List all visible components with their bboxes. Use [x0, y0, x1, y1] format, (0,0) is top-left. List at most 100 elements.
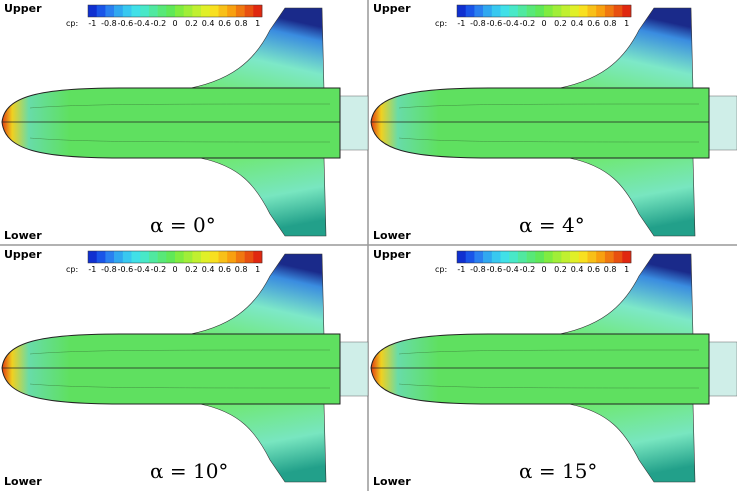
- colorbar-tick: 0.2: [185, 19, 198, 28]
- colorbar-cell: [596, 5, 606, 17]
- colorbar-tick: -0.8: [101, 19, 117, 28]
- colorbar-cell: [578, 5, 588, 17]
- colorbar-cell: [88, 5, 97, 17]
- colorbar-tick: 0.4: [202, 19, 215, 28]
- colorbar-frame: [456, 4, 632, 18]
- colorbar-cell: [517, 251, 527, 263]
- colorbar-cell: [131, 251, 141, 263]
- colorbar-cell: [465, 5, 475, 17]
- colorbar-tick: 0.6: [587, 265, 600, 274]
- colorbar-cell: [227, 251, 237, 263]
- colorbar-tick: -0.2: [151, 265, 167, 274]
- colorbar-cell: [544, 5, 553, 17]
- colorbar-cell: [535, 251, 545, 263]
- colorbar-cell: [175, 251, 184, 263]
- colorbar-tick: -1: [457, 265, 465, 274]
- colorbar-tick: 0.8: [235, 265, 248, 274]
- colorbar-cell: [227, 5, 237, 17]
- colorbar-cell: [613, 5, 623, 17]
- colorbar-label: cp:: [66, 19, 78, 28]
- colorbar-cell: [457, 5, 466, 17]
- angle-label: α = 4°: [519, 213, 585, 237]
- colorbar-tick: 0.2: [185, 265, 198, 274]
- colorbar-cell: [244, 5, 254, 17]
- colorbar-tick: -0.4: [134, 19, 150, 28]
- colorbar-cell: [183, 5, 193, 17]
- colorbar-cell: [500, 5, 510, 17]
- colorbar-tick: -0.2: [520, 19, 536, 28]
- colorbar-label: cp:: [435, 19, 447, 28]
- colorbar-label: cp:: [66, 265, 78, 274]
- colorbar-cell: [596, 251, 606, 263]
- angle-label: α = 10°: [150, 459, 228, 483]
- colorbar-cell: [201, 5, 211, 17]
- colorbar-cell: [578, 251, 588, 263]
- colorbar-tick: -0.6: [487, 19, 503, 28]
- colorbar-cell: [570, 251, 580, 263]
- colorbar-cell: [209, 5, 219, 17]
- colorbar-cell: [96, 5, 106, 17]
- colorbar-tick: -0.6: [118, 19, 134, 28]
- colorbar-cell: [457, 251, 466, 263]
- colorbar-tick: -1: [457, 19, 465, 28]
- lower-label: Lower: [4, 229, 42, 242]
- colorbar-cell: [131, 5, 141, 17]
- colorbar-tick: 0: [172, 265, 177, 274]
- colorbar-tick: 0.6: [218, 19, 231, 28]
- colorbar-tick: -0.6: [118, 265, 134, 274]
- colorbar-tick: -0.4: [134, 265, 150, 274]
- colorbar-frame: [87, 4, 263, 18]
- colorbar-cell: [561, 5, 571, 17]
- colorbar-cell: [201, 251, 211, 263]
- colorbar-cell: [157, 5, 167, 17]
- colorbar-cell: [604, 5, 614, 17]
- aircraft: [370, 253, 737, 483]
- colorbar-cell: [587, 5, 597, 17]
- colorbar-tick: 1: [624, 265, 629, 274]
- colorbar-cell: [253, 5, 263, 17]
- colorbar-tick: 0.8: [604, 265, 617, 274]
- colorbar-cell: [114, 5, 124, 17]
- colorbar-tick: 0.4: [202, 265, 215, 274]
- colorbar-cell: [253, 251, 263, 263]
- colorbar-cell: [465, 251, 475, 263]
- colorbar-tick: 1: [255, 265, 260, 274]
- colorbar-cell: [122, 5, 132, 17]
- colorbar-tick: 0.4: [571, 265, 584, 274]
- aircraft: [1, 253, 369, 483]
- colorbar-cell: [552, 5, 562, 17]
- colorbar-cell: [140, 251, 150, 263]
- colorbar-tick: 0.8: [604, 19, 617, 28]
- colorbar-cell: [474, 251, 484, 263]
- colorbar-cell: [500, 251, 510, 263]
- colorbar-cell: [483, 5, 493, 17]
- lower-label: Lower: [373, 475, 411, 488]
- colorbar-cell: [175, 5, 184, 17]
- colorbar-cell: [570, 5, 580, 17]
- colorbar-tick: 0.4: [571, 19, 584, 28]
- lower-label: Lower: [373, 229, 411, 242]
- colorbar-cell: [474, 5, 484, 17]
- colorbar-cell: [622, 5, 632, 17]
- upper-label: Upper: [4, 248, 42, 261]
- colorbar-tick: -0.2: [151, 19, 167, 28]
- colorbar-cell: [244, 251, 254, 263]
- colorbar-cell: [183, 251, 193, 263]
- colorbar-tick: -1: [88, 19, 96, 28]
- colorbar-tick: 0: [541, 19, 546, 28]
- colorbar-frame: [87, 250, 263, 264]
- colorbar-tick: 1: [255, 19, 260, 28]
- colorbar-tick: -0.8: [470, 265, 486, 274]
- colorbar-cell: [517, 5, 527, 17]
- colorbar-tick: -0.8: [470, 19, 486, 28]
- lower-label: Lower: [4, 475, 42, 488]
- colorbar-tick: -0.4: [503, 265, 519, 274]
- colorbar-tick: -0.4: [503, 19, 519, 28]
- colorbar-cell: [509, 251, 519, 263]
- colorbar-cell: [552, 251, 562, 263]
- upper-label: Upper: [373, 248, 411, 261]
- colorbar-cell: [235, 5, 245, 17]
- colorbar-cell: [509, 5, 519, 17]
